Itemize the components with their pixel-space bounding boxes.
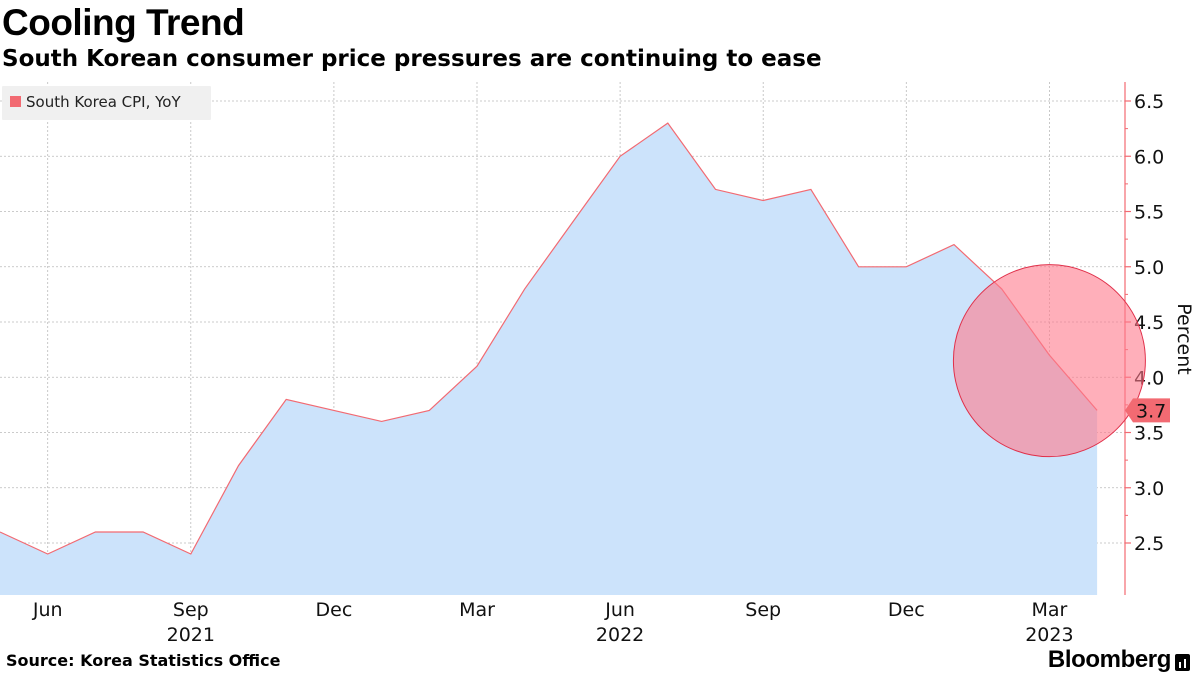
legend-swatch-icon bbox=[10, 96, 21, 107]
terminal-icon bbox=[1175, 653, 1190, 671]
x-tick-label-2: Dec bbox=[316, 599, 353, 621]
highlight-circle bbox=[952, 264, 1146, 458]
y-tick-label-2: 3.5 bbox=[1134, 423, 1164, 445]
y-axis-label: Percent bbox=[1173, 303, 1195, 375]
y-tick-label-8: 6.5 bbox=[1134, 91, 1164, 113]
y-tick-label-1: 3.0 bbox=[1134, 478, 1164, 500]
brand-name: Bloomberg bbox=[1047, 646, 1171, 673]
x-tick-label-1: Sep bbox=[173, 599, 209, 621]
cpi-line bbox=[0, 122, 1098, 555]
source-note: Source: Korea Statistics Office bbox=[6, 651, 281, 670]
y-tick-label-0: 2.5 bbox=[1134, 533, 1164, 555]
x-year-label-1: 2022 bbox=[596, 624, 644, 646]
chart-subtitle: South Korean consumer price pressures ar… bbox=[2, 46, 822, 72]
y-tick-label-7: 6.0 bbox=[1134, 146, 1164, 168]
value-tag-shape bbox=[1125, 398, 1170, 423]
x-tick-label-4: Jun bbox=[604, 599, 635, 621]
legend: South Korea CPI, YoY bbox=[2, 86, 211, 120]
x-tick-label-5: Sep bbox=[745, 599, 781, 621]
x-axis: Jun Sep Dec Mar Jun Sep Dec Mar 2021 2022 2023 bbox=[32, 599, 1074, 646]
x-year-label-2: 2023 bbox=[1025, 624, 1073, 646]
x-tick-label-3: Mar bbox=[459, 599, 495, 621]
last-value-tag: 3.7 bbox=[1125, 398, 1170, 423]
x-year-label-0: 2021 bbox=[167, 624, 215, 646]
brand-logo: Bloomberg bbox=[1048, 646, 1190, 674]
y-axis: 2.53.03.54.04.55.05.56.06.5 bbox=[1124, 82, 1164, 595]
last-value-label: 3.7 bbox=[1136, 400, 1166, 422]
legend-background bbox=[2, 86, 211, 120]
x-tick-label-0: Jun bbox=[32, 599, 63, 621]
legend-label: South Korea CPI, YoY bbox=[26, 93, 181, 111]
x-tick-label-7: Mar bbox=[1031, 599, 1067, 621]
x-tick-label-6: Dec bbox=[888, 599, 925, 621]
cpi-area bbox=[0, 123, 1098, 595]
y-tick-label-5: 5.0 bbox=[1134, 257, 1164, 279]
y-tick-label-4: 4.5 bbox=[1134, 312, 1164, 334]
y-tick-label-6: 5.5 bbox=[1134, 202, 1164, 224]
chart-title: Cooling Trend bbox=[2, 2, 245, 43]
